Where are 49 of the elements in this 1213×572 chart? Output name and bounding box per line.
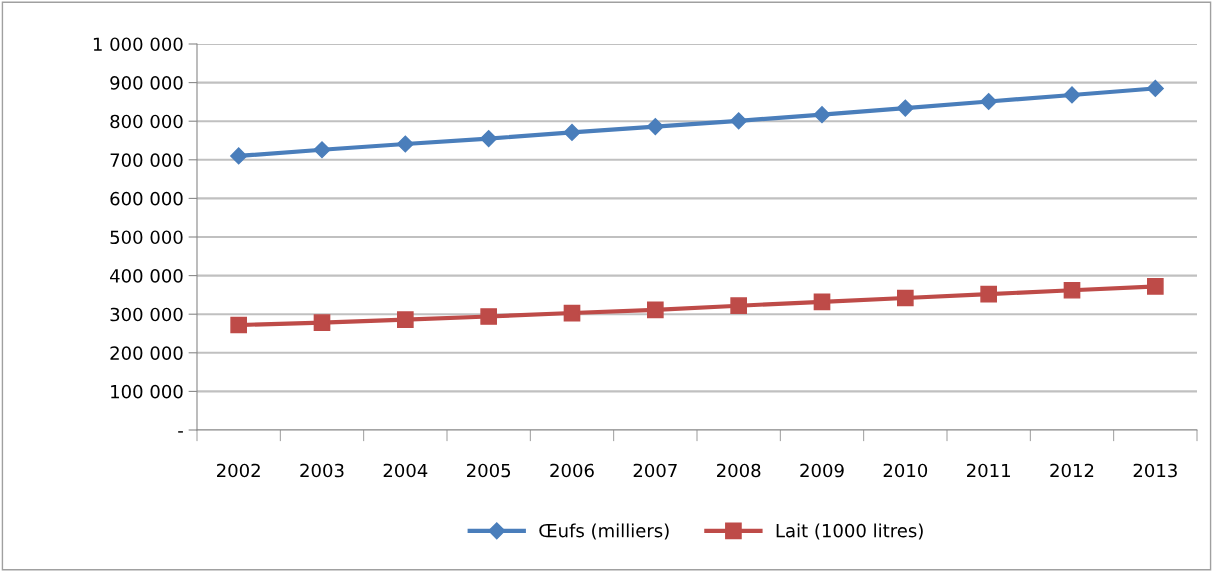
point [980,285,998,303]
x-tick-label: 2007 [633,463,677,478]
point [480,130,498,148]
y-tick-label: 900 000 [110,76,183,90]
point [646,118,664,136]
legend-label: Œufs (milliers) [539,523,669,540]
point [813,293,831,311]
y-tick-label: 400 000 [110,269,183,283]
point [1063,281,1081,299]
x-tick-label: 2008 [717,463,761,478]
y-tick-label: 500 000 [110,230,183,245]
point [813,106,831,124]
x-tick-label: 2013 [1133,463,1177,478]
y-tick-label: 700 000 [110,153,183,167]
point [896,289,914,307]
legend-label: Lait (1000 litres) [776,523,923,540]
point [563,123,581,141]
point [1146,79,1164,97]
x-tick-label: 2012 [1050,463,1094,478]
x-tick-label: 2002 [217,463,260,478]
x-tick-label: 2011 [967,463,1010,478]
point [980,92,998,111]
point [230,316,248,334]
point [396,135,414,153]
point [896,99,914,117]
point [480,308,498,325]
x-tick-label: 2006 [550,463,594,478]
y-tick-label: 200 000 [110,346,183,360]
x-tick-label: 2010 [883,463,928,478]
x-tick-label: 2009 [800,463,844,478]
point [563,304,581,322]
point [313,141,331,159]
x-tick-label: 2004 [383,463,428,478]
y-tick-label: 600 000 [110,191,183,206]
y-tick-label: - [178,431,183,433]
y-tick-label: 1 000 000 [93,37,183,52]
point [1063,86,1081,104]
point [313,314,331,332]
point [730,297,748,315]
point [230,147,248,165]
y-tick-label: 100 000 [111,384,183,399]
x-tick-label: 2003 [300,463,344,478]
y-tick-label: 800 000 [110,114,183,129]
point [396,311,414,328]
point [730,112,748,130]
y-tick-label: 300 000 [110,307,183,322]
point [1146,278,1164,295]
point [646,301,664,319]
x-tick-label: 2005 [467,463,511,478]
